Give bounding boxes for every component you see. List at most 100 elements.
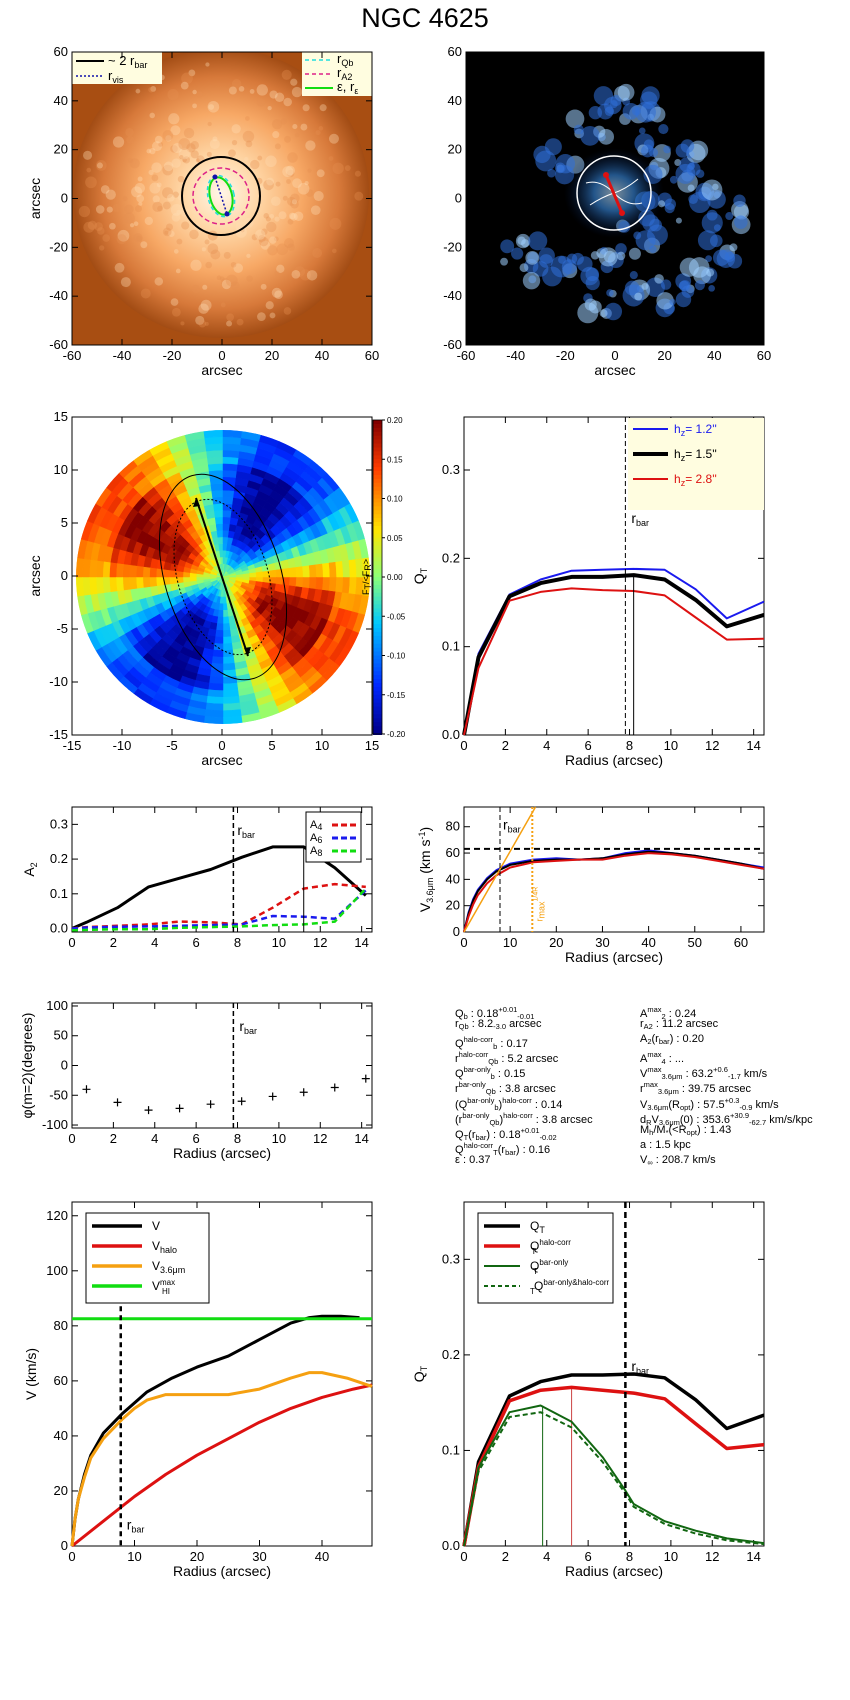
p2-bar-endpoint bbox=[619, 210, 625, 216]
p2-blob bbox=[629, 271, 638, 280]
p3-cell bbox=[222, 596, 227, 604]
p1-blob bbox=[129, 223, 135, 228]
p3-colorbar-cell bbox=[373, 628, 382, 633]
p1-blob bbox=[255, 229, 266, 240]
p1-blob bbox=[190, 259, 202, 271]
info-row: Qb : 0.18+0.01-0.01 bbox=[455, 1005, 535, 1021]
p3-cell bbox=[222, 695, 240, 705]
p1-blob bbox=[354, 191, 364, 201]
info-row: (rbar-onlyQb)halo-corr : 3.8 arcsec bbox=[455, 1110, 593, 1127]
y-tick-label: 100 bbox=[46, 998, 68, 1013]
x-tick-label: 15 bbox=[365, 738, 379, 753]
p3-colorbar-tick-label: 0.10 bbox=[387, 495, 403, 504]
x-tick-label: 8 bbox=[626, 1549, 633, 1564]
p3-colorbar-cell bbox=[373, 427, 382, 433]
p1-blob bbox=[258, 236, 269, 247]
p1-blob bbox=[87, 220, 98, 230]
p1-blob bbox=[299, 269, 311, 281]
p2-blob bbox=[532, 261, 549, 277]
x-tick-label: 10 bbox=[664, 738, 678, 753]
p1-blob bbox=[175, 268, 181, 274]
p1-blob bbox=[300, 123, 308, 131]
p1-blob bbox=[285, 165, 295, 176]
p2-blob bbox=[701, 179, 723, 201]
y-tick-label: -15 bbox=[49, 727, 68, 742]
p1-blob bbox=[204, 239, 210, 245]
info-row: dRV3.6μm(0) : 353.6+30.9-62.7 km/s/kpc bbox=[640, 1110, 813, 1127]
p1-blob bbox=[207, 243, 219, 255]
p3-cell bbox=[348, 559, 357, 578]
p1-blob bbox=[182, 156, 191, 164]
p3-colorbar-cell bbox=[373, 635, 382, 641]
x-tick-label: 10 bbox=[503, 935, 517, 950]
p1-blob bbox=[140, 241, 148, 249]
p1-blob bbox=[154, 135, 163, 144]
p3-colorbar-cell bbox=[373, 506, 382, 512]
p1-blob bbox=[282, 195, 288, 201]
p3-colorbar-cell bbox=[373, 667, 382, 673]
y-tick-label: 0.2 bbox=[50, 851, 68, 866]
p3-cell bbox=[142, 566, 151, 578]
p2-blob bbox=[656, 292, 674, 310]
p1-blob bbox=[94, 222, 103, 231]
y-tick-label: 20 bbox=[446, 898, 460, 913]
info-row: ε : 0.37 bbox=[455, 1153, 491, 1166]
p1-blob bbox=[283, 237, 295, 249]
p2-blob bbox=[616, 251, 626, 261]
p1-blob bbox=[177, 175, 185, 183]
p1-blob bbox=[302, 104, 310, 112]
p2-blob bbox=[675, 143, 690, 158]
p3-colorbar-cell bbox=[373, 663, 382, 669]
p1-blob bbox=[294, 132, 300, 138]
x-tick-label: 8 bbox=[234, 935, 241, 950]
x-tick-label: 8 bbox=[626, 738, 633, 753]
p1-blob bbox=[131, 186, 143, 198]
x-tick-label: 6 bbox=[193, 1131, 200, 1146]
p3-cell bbox=[222, 456, 239, 465]
p1-blob bbox=[292, 178, 302, 189]
p1-2rbar-circle bbox=[181, 156, 261, 236]
p3-colorbar-cell bbox=[373, 565, 382, 571]
p3-colorbar-cell bbox=[373, 451, 382, 457]
p1-blob bbox=[231, 79, 242, 89]
p3-colorbar-cell bbox=[373, 435, 382, 441]
p3-cell bbox=[222, 516, 232, 525]
info-left-column: Qb : 0.18+0.01-0.01 rQb : 8.2-3.0 arcsec Q… bbox=[455, 1002, 593, 1168]
p1-blob bbox=[186, 143, 196, 153]
y-tick-label: 100 bbox=[46, 1263, 68, 1278]
p3-colorbar-cell bbox=[373, 706, 382, 712]
p3-cell bbox=[341, 560, 351, 578]
p1-blob bbox=[196, 91, 203, 98]
p2-blob bbox=[641, 282, 649, 290]
p3-colorbar-cell bbox=[373, 710, 382, 716]
p3-colorbar-cell bbox=[373, 592, 382, 598]
p1-blob bbox=[152, 201, 163, 212]
info-row: QT(rbar) : 0.18+0.01-0.02 bbox=[455, 1125, 557, 1142]
p1-blob bbox=[286, 179, 291, 184]
p3-cell bbox=[189, 576, 197, 582]
p3-colorbar-cell bbox=[373, 588, 382, 594]
p3-cell bbox=[215, 523, 224, 531]
p1-blob bbox=[274, 270, 280, 276]
x-tick-label: 12 bbox=[705, 738, 719, 753]
p3-cell bbox=[222, 489, 235, 498]
p1-blob bbox=[293, 211, 304, 221]
p3-cell bbox=[215, 623, 224, 631]
p3-cell bbox=[222, 642, 233, 651]
p1-blob bbox=[163, 161, 174, 172]
x-tick-label: 30 bbox=[595, 935, 609, 950]
panel-rotation-curve-stellar: 0 10 20 30 40 50 60 0 20 40 60 80 Radius (arcsec) V3.… bbox=[417, 806, 765, 965]
p3-bar-ellipse bbox=[158, 473, 288, 681]
p5-series-line bbox=[71, 887, 367, 932]
x-tick-label: 40 bbox=[641, 935, 655, 950]
p3-cell bbox=[205, 443, 224, 452]
p2-blob bbox=[687, 184, 695, 192]
p3-colorbar-cell bbox=[373, 443, 382, 449]
p1-blob bbox=[135, 88, 141, 94]
p1-blob bbox=[263, 213, 269, 219]
y-tick-label: 0.0 bbox=[442, 727, 460, 742]
p1-blob bbox=[315, 130, 321, 136]
p1-blob bbox=[329, 217, 342, 230]
p2-blob bbox=[669, 298, 676, 306]
